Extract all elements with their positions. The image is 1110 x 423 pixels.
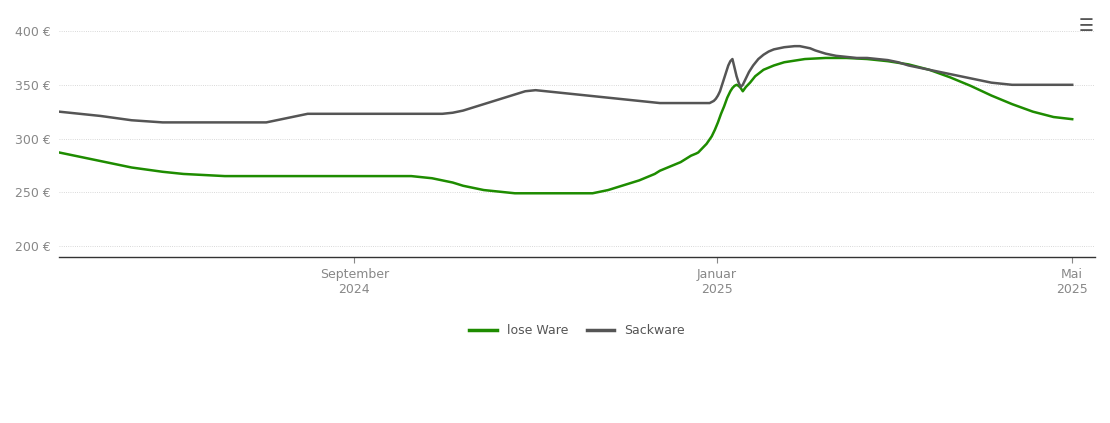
Text: ☰: ☰ xyxy=(1079,17,1093,35)
Legend: lose Ware, Sackware: lose Ware, Sackware xyxy=(464,319,690,342)
